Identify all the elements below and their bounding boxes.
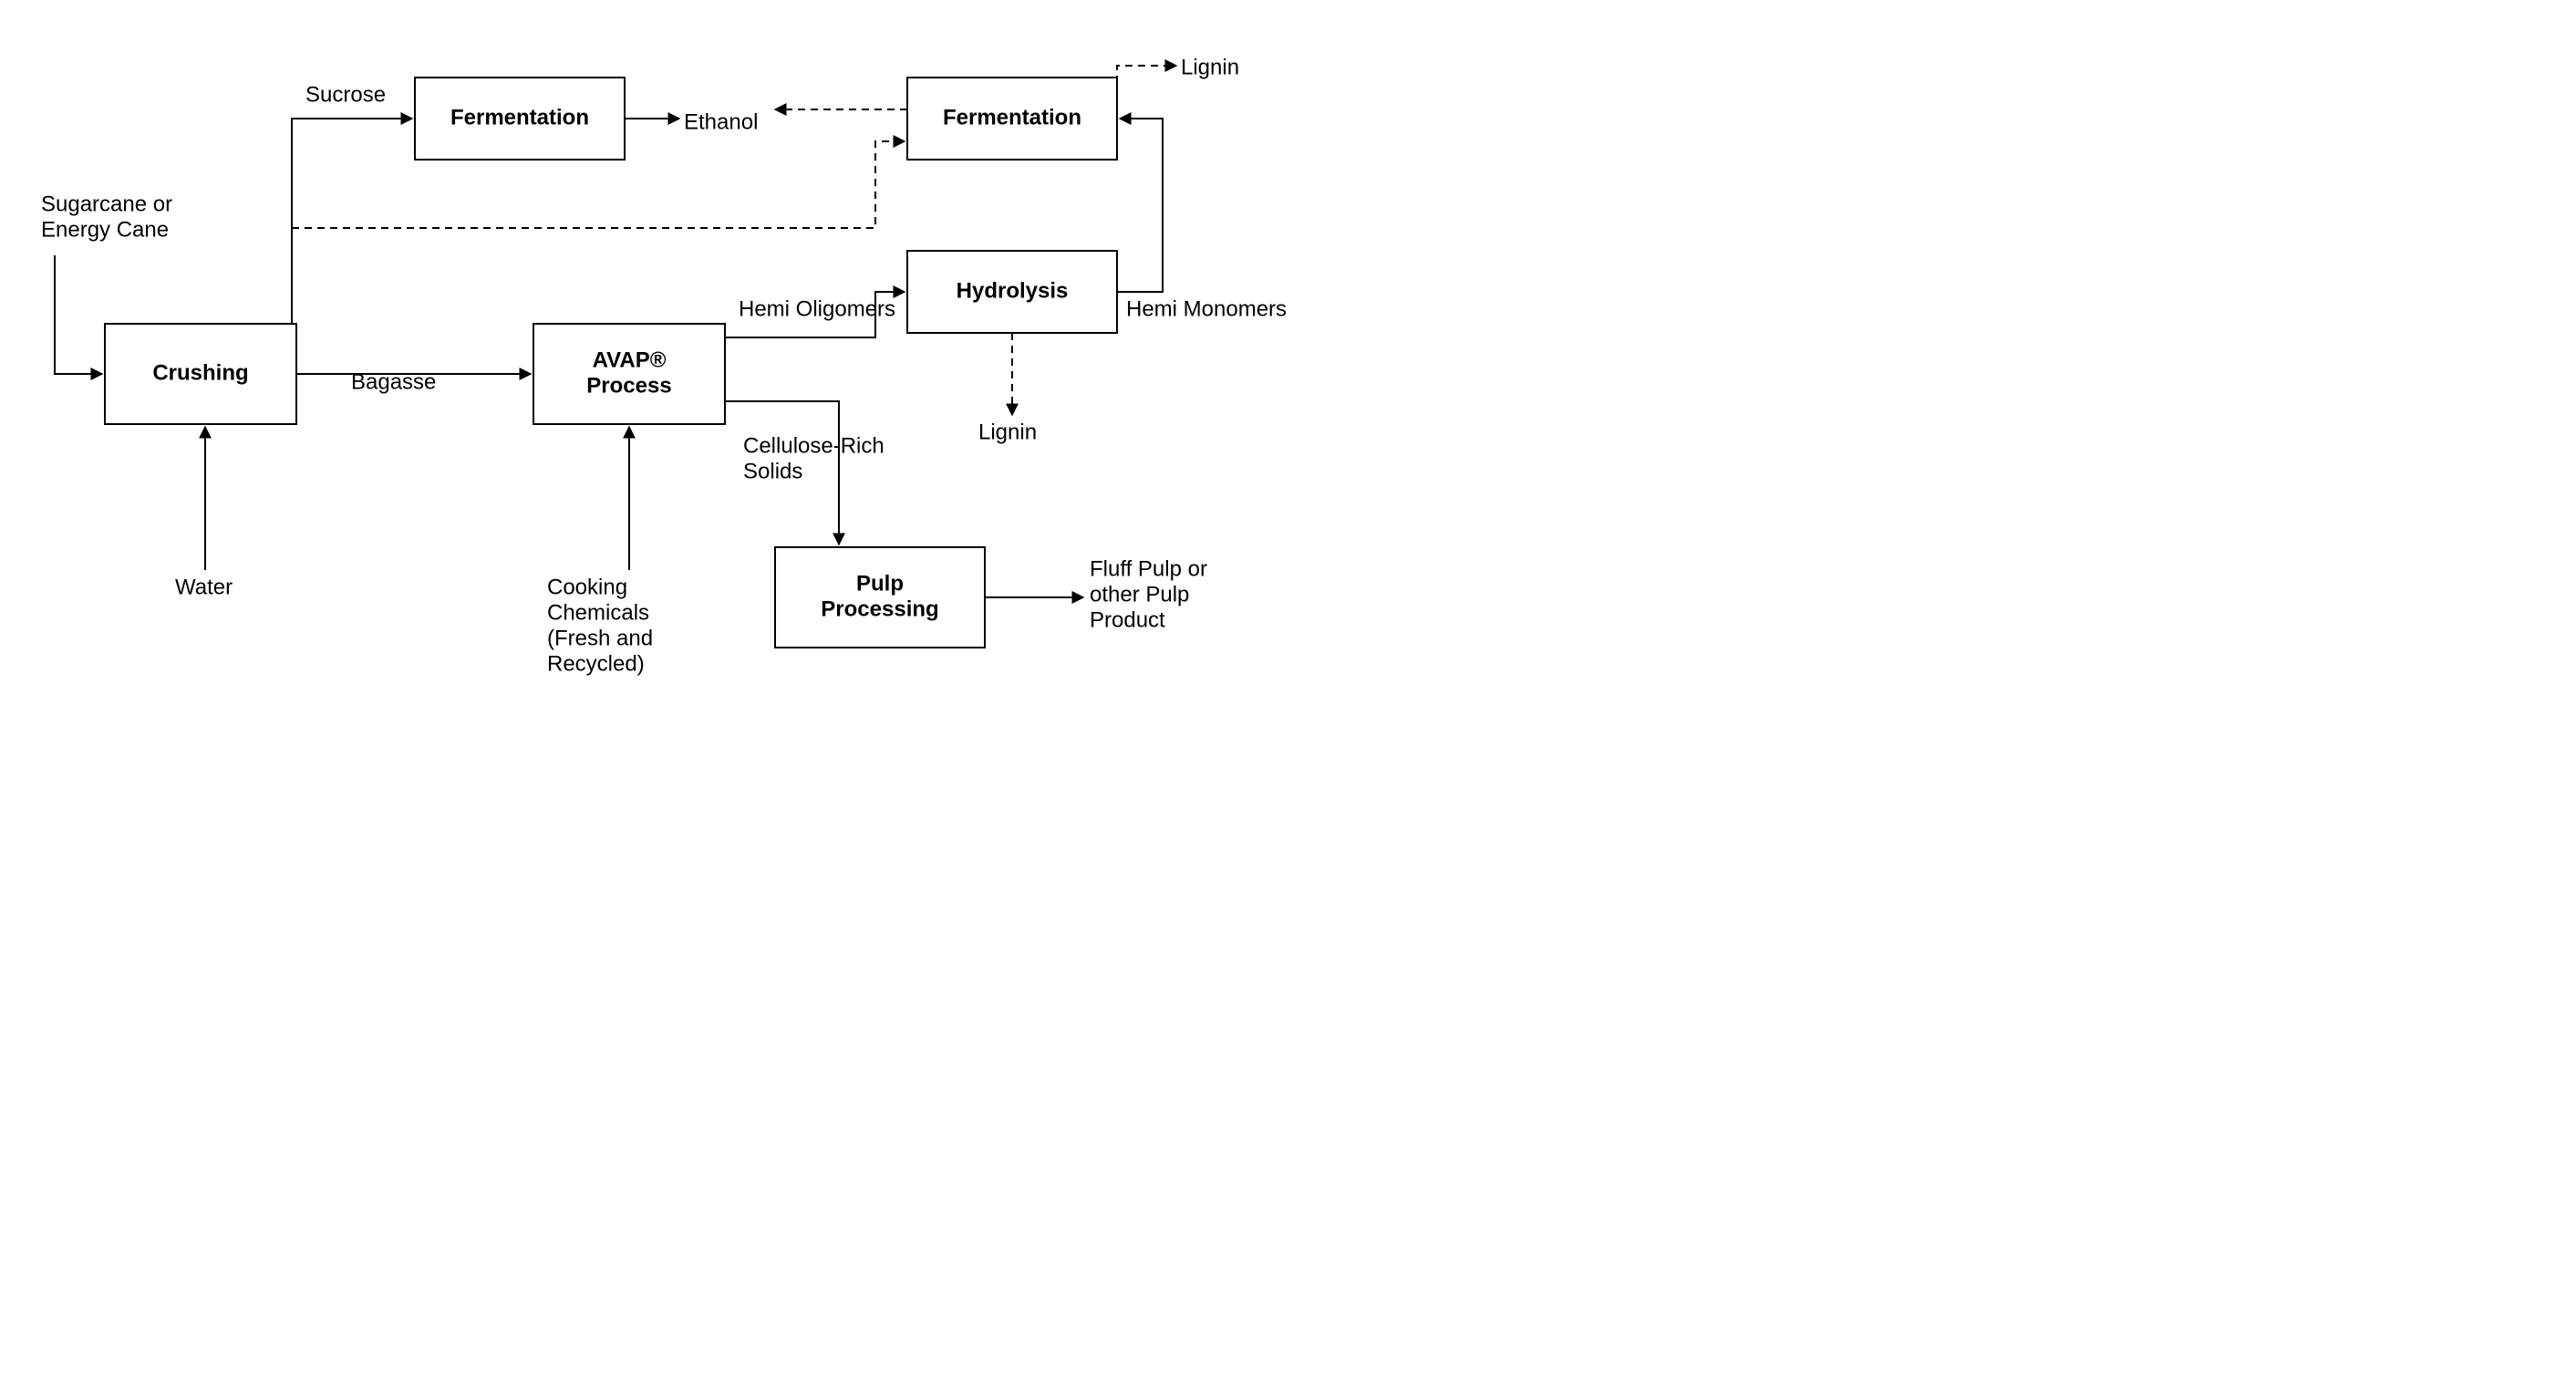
process-flowchart: Crushing Fermentation AVAP® Process Ferm… [0,0,1368,732]
svg-text:Cooking: Cooking [547,575,627,599]
label-cooking-chemicals: Cooking Chemicals (Fresh and Recycled) [547,575,653,676]
svg-text:Chemicals: Chemicals [547,600,649,625]
svg-text:Pulp: Pulp [856,571,904,596]
svg-text:other Pulp: other Pulp [1090,582,1189,607]
svg-text:Product: Product [1090,607,1165,632]
node-pulp-processing: Pulp Processing [775,547,985,648]
edge-crushing-to-fermentation1 [292,119,412,324]
svg-text:Sugarcane or: Sugarcane or [41,192,172,216]
label-water: Water [175,575,233,599]
label-bagasse: Bagasse [351,369,436,394]
label-lignin-top: Lignin [1181,55,1239,79]
node-fermentation-2: Fermentation [907,78,1117,160]
svg-text:Energy Cane: Energy Cane [41,217,169,242]
label-sucrose: Sucrose [305,82,386,107]
node-avap-process: AVAP® Process [533,324,725,424]
node-crushing: Crushing [105,324,296,424]
label-hemi-monomers: Hemi Monomers [1126,296,1287,321]
label-hemi-oligomers: Hemi Oligomers [739,296,895,321]
svg-text:Fluff Pulp or: Fluff Pulp or [1090,556,1207,581]
edge-fermentation2-to-lignin-top [1117,66,1176,96]
label-sugarcane: Sugarcane or Energy Cane [41,192,172,242]
label-cellulose-rich-solids: Cellulose-Rich Solids [743,433,885,483]
svg-text:Fermentation: Fermentation [450,105,589,130]
svg-text:Fermentation: Fermentation [943,105,1081,130]
edge-hydrolysis-to-fermentation2 [1117,119,1163,292]
svg-text:(Fresh and: (Fresh and [547,626,653,650]
label-lignin-bottom: Lignin [978,420,1037,444]
svg-text:Recycled): Recycled) [547,651,645,676]
label-fluff-pulp: Fluff Pulp or other Pulp Product [1090,556,1207,632]
svg-text:AVAP®: AVAP® [593,347,667,372]
svg-text:Cellulose-Rich: Cellulose-Rich [743,433,885,458]
svg-text:Process: Process [586,373,671,398]
node-hydrolysis: Hydrolysis [907,251,1117,333]
label-ethanol: Ethanol [684,109,758,134]
svg-text:Hydrolysis: Hydrolysis [957,278,1069,303]
svg-text:Processing: Processing [821,596,938,621]
svg-text:Solids: Solids [743,459,802,483]
edge-sugarcane-to-crushing [55,255,102,374]
svg-text:Crushing: Crushing [152,360,248,385]
node-fermentation-1: Fermentation [415,78,625,160]
